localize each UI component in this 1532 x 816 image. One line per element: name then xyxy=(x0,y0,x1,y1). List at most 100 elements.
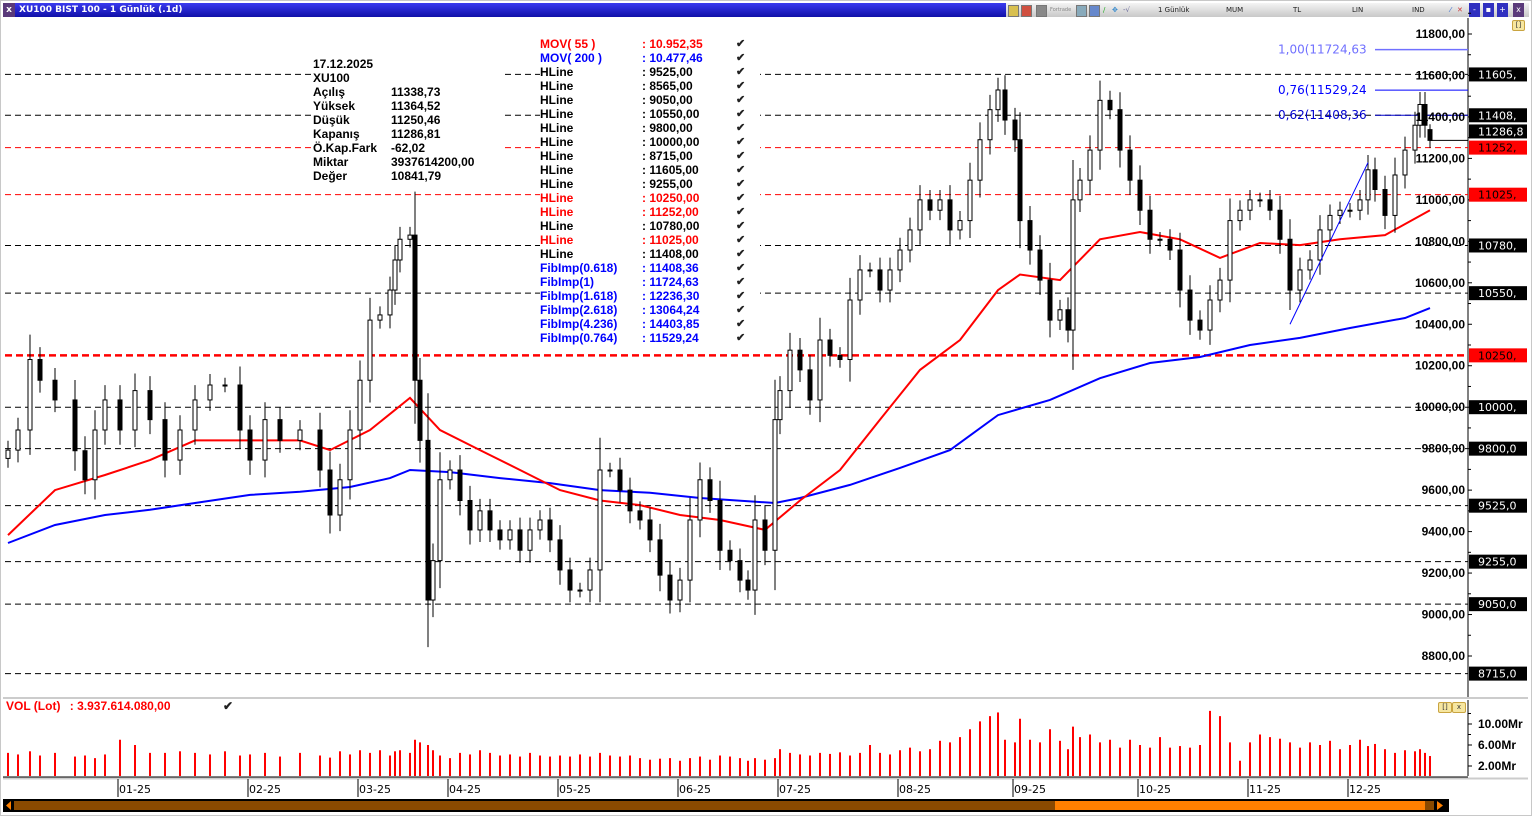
checkmark-icon[interactable]: ✔ xyxy=(736,290,746,302)
indicator-value: : 9050,00 xyxy=(642,93,693,107)
candle-down xyxy=(797,349,803,371)
indicator-selector[interactable]: IND xyxy=(1412,6,1425,14)
y-tick-label: 10200,00 xyxy=(1415,359,1465,373)
candle-up xyxy=(477,510,483,531)
checkmark-icon[interactable]: ✔ xyxy=(223,699,234,713)
checkmark-icon[interactable]: ✔ xyxy=(736,122,746,134)
candle-up xyxy=(392,259,398,291)
volume-tick-label: 10.00Mr xyxy=(1478,717,1523,731)
checkmark-icon[interactable]: ✔ xyxy=(736,262,746,274)
draw-line-icon[interactable]: / xyxy=(1103,6,1106,14)
checkmark-icon[interactable]: ✔ xyxy=(736,52,746,64)
close-window-button[interactable]: x xyxy=(3,3,15,17)
y-tick-label: 11800,00 xyxy=(1416,27,1466,41)
checkmark-icon[interactable]: ✔ xyxy=(736,150,746,162)
toolbar-icon-5[interactable] xyxy=(1089,5,1100,17)
checkmark-icon[interactable]: ✔ xyxy=(736,304,746,316)
crosshair-icon[interactable]: ✥ xyxy=(1112,6,1118,14)
info-label: Değer xyxy=(313,169,348,183)
x-tick-label: 10-25 xyxy=(1139,783,1171,796)
candle-up xyxy=(1402,149,1408,176)
candle-down xyxy=(1422,103,1428,126)
toolbar-icon-4[interactable] xyxy=(1076,5,1087,17)
candle-down xyxy=(1267,199,1273,211)
period-selector[interactable]: 1 Günlük xyxy=(1158,6,1190,14)
checkmark-icon[interactable]: ✔ xyxy=(736,94,746,106)
chart-type-selector[interactable]: MUM xyxy=(1226,6,1244,14)
minimize-button[interactable]: - xyxy=(1469,3,1480,17)
candle-down xyxy=(637,510,643,521)
checkmark-icon[interactable]: ✔ xyxy=(736,108,746,120)
y-tick-label: 9600,00 xyxy=(1422,483,1466,497)
checkmark-icon[interactable]: ✔ xyxy=(736,206,746,218)
toolbar-icon-3[interactable] xyxy=(1036,5,1047,17)
checkmark-icon[interactable]: ✔ xyxy=(736,178,746,190)
indicator-label: HLine xyxy=(540,135,574,149)
candle-up xyxy=(867,269,873,272)
candle-down xyxy=(1372,169,1378,190)
indicator-label: HLine xyxy=(540,107,574,121)
candle-up xyxy=(1247,199,1253,211)
indicator-value: : 10000,00 xyxy=(642,135,700,149)
info-label: Ö.Kap.Fark xyxy=(313,141,378,155)
indicator-row: HLine: 9800,00 ✔ xyxy=(540,121,760,135)
fortrade-button[interactable]: Fortrade xyxy=(1050,7,1072,13)
candle-down xyxy=(1137,179,1143,211)
scale-selector[interactable]: LIN xyxy=(1352,6,1364,14)
indicator-label: HLine xyxy=(540,177,574,191)
checkmark-icon[interactable]: ✔ xyxy=(736,136,746,148)
candle-down xyxy=(947,199,953,231)
pin-icon[interactable]: ⁄ xyxy=(1450,6,1452,14)
scroll-right-icon[interactable] xyxy=(1437,801,1443,810)
candle-up xyxy=(1417,103,1423,126)
hline-label-box xyxy=(1469,187,1527,202)
candle-up xyxy=(1327,214,1333,231)
volume-tick-label: 2.00Mr xyxy=(1478,759,1516,773)
candle-down xyxy=(37,359,43,381)
candle-up xyxy=(507,529,513,541)
toolbar-icon-2[interactable] xyxy=(1021,5,1032,17)
checkmark-icon[interactable]: ✔ xyxy=(736,234,746,246)
toolbar-icon-1[interactable] xyxy=(1008,5,1019,17)
fib-icon[interactable]: -√ xyxy=(1123,6,1130,14)
checkmark-icon[interactable]: ✔ xyxy=(736,332,746,344)
candle-up xyxy=(967,179,973,222)
indicator-value: : 11605,00 xyxy=(642,163,699,177)
candle-up xyxy=(1070,199,1076,331)
y-tick-label: 10000,00 xyxy=(1415,400,1465,414)
hline-label: 9800,0 xyxy=(1478,443,1517,456)
scroll-left-icon[interactable] xyxy=(6,801,11,810)
checkmark-icon[interactable]: ✔ xyxy=(736,192,746,204)
checkmark-icon[interactable]: ✔ xyxy=(736,318,746,330)
candle-down xyxy=(717,499,723,551)
close-button[interactable]: x xyxy=(1513,3,1524,17)
scrollbar-thumb[interactable] xyxy=(1055,801,1425,810)
hline-label-box xyxy=(1469,67,1527,82)
candle-down xyxy=(1047,279,1053,321)
volume-close-button[interactable]: x xyxy=(1452,702,1466,713)
checkmark-icon[interactable]: ✔ xyxy=(736,80,746,92)
checkmark-icon[interactable]: ✔ xyxy=(736,38,746,50)
pane-restore-button[interactable]: [] xyxy=(1512,20,1525,31)
currency-selector[interactable]: TL xyxy=(1293,6,1302,14)
candle-up xyxy=(817,339,823,401)
candle-down xyxy=(1197,319,1203,331)
candle-up xyxy=(337,479,343,516)
hline-label: 9525,0 xyxy=(1478,500,1517,513)
candle-up xyxy=(1217,279,1223,301)
checkmark-icon[interactable]: ✔ xyxy=(736,164,746,176)
restore-button[interactable]: ▪ xyxy=(1483,3,1494,17)
indicator-legend: MOV( 55 ): 10.952,35 ✔ MOV( 200 ): 10.477,… xyxy=(540,37,760,345)
checkmark-icon[interactable]: ✔ xyxy=(736,248,746,260)
maximize-button[interactable]: + xyxy=(1497,3,1508,17)
indicator-label: FibImp(0.764) xyxy=(540,331,618,345)
checkmark-icon[interactable]: ✔ xyxy=(736,66,746,78)
checkmark-icon[interactable]: ✔ xyxy=(736,276,746,288)
tools-icon[interactable]: ✕ xyxy=(1457,6,1463,14)
title-bar: x XU100 BIST 100 - 1 Günlük (.1d) Fortra… xyxy=(3,3,1529,17)
volume-restore-button[interactable]: [] xyxy=(1438,702,1452,713)
indicator-value: : 14403,85 xyxy=(642,317,700,331)
candle-down xyxy=(82,450,88,481)
checkmark-icon[interactable]: ✔ xyxy=(736,220,746,232)
